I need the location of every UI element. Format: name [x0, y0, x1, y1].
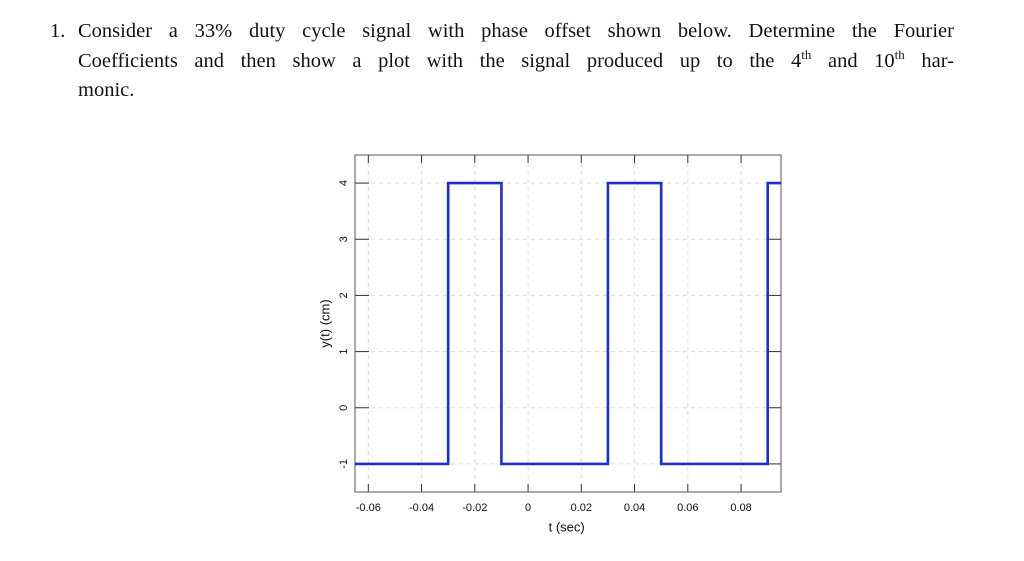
- x-tick-label: 0.08: [730, 502, 751, 514]
- x-tick-label: 0: [525, 502, 531, 514]
- y-tick-label: -1: [338, 459, 350, 469]
- problem-line: Coefficients and then show a plot with t…: [78, 46, 954, 73]
- x-axis-label: t (sec): [549, 519, 585, 534]
- superscript: th: [801, 46, 812, 62]
- y-tick-label: 4: [338, 180, 350, 186]
- plot-frame: [354, 154, 782, 493]
- text-segment: Coefficients and then show a plot with t…: [78, 49, 802, 72]
- x-tick-label: 0.06: [677, 502, 698, 514]
- superscript: th: [894, 46, 905, 62]
- y-tick-label: 1: [338, 349, 350, 355]
- y-tick-label: 3: [338, 236, 350, 242]
- x-tick-label: -0.04: [409, 502, 434, 514]
- text-segment: monic.: [78, 79, 135, 101]
- x-tick-label: -0.06: [356, 502, 381, 514]
- y-axis-label: y(t) (cm): [317, 299, 332, 347]
- problem-line: monic.: [78, 79, 954, 102]
- problem-line: Consider a 33% duty cycle signal with ph…: [78, 20, 954, 43]
- signal-line: [355, 181, 781, 466]
- problem-number: 1.: [50, 20, 66, 42]
- y-tick-label: 0: [338, 405, 350, 411]
- y-tick-label: 2: [338, 292, 350, 298]
- text-segment: and 10: [811, 49, 895, 72]
- x-tick-label: 0.02: [571, 502, 592, 514]
- text-segment: Consider a 33% duty cycle signal with ph…: [78, 20, 954, 42]
- x-tick-label: -0.02: [462, 502, 487, 514]
- text-segment: har-: [904, 49, 954, 72]
- x-tick-label: 0.04: [624, 502, 645, 514]
